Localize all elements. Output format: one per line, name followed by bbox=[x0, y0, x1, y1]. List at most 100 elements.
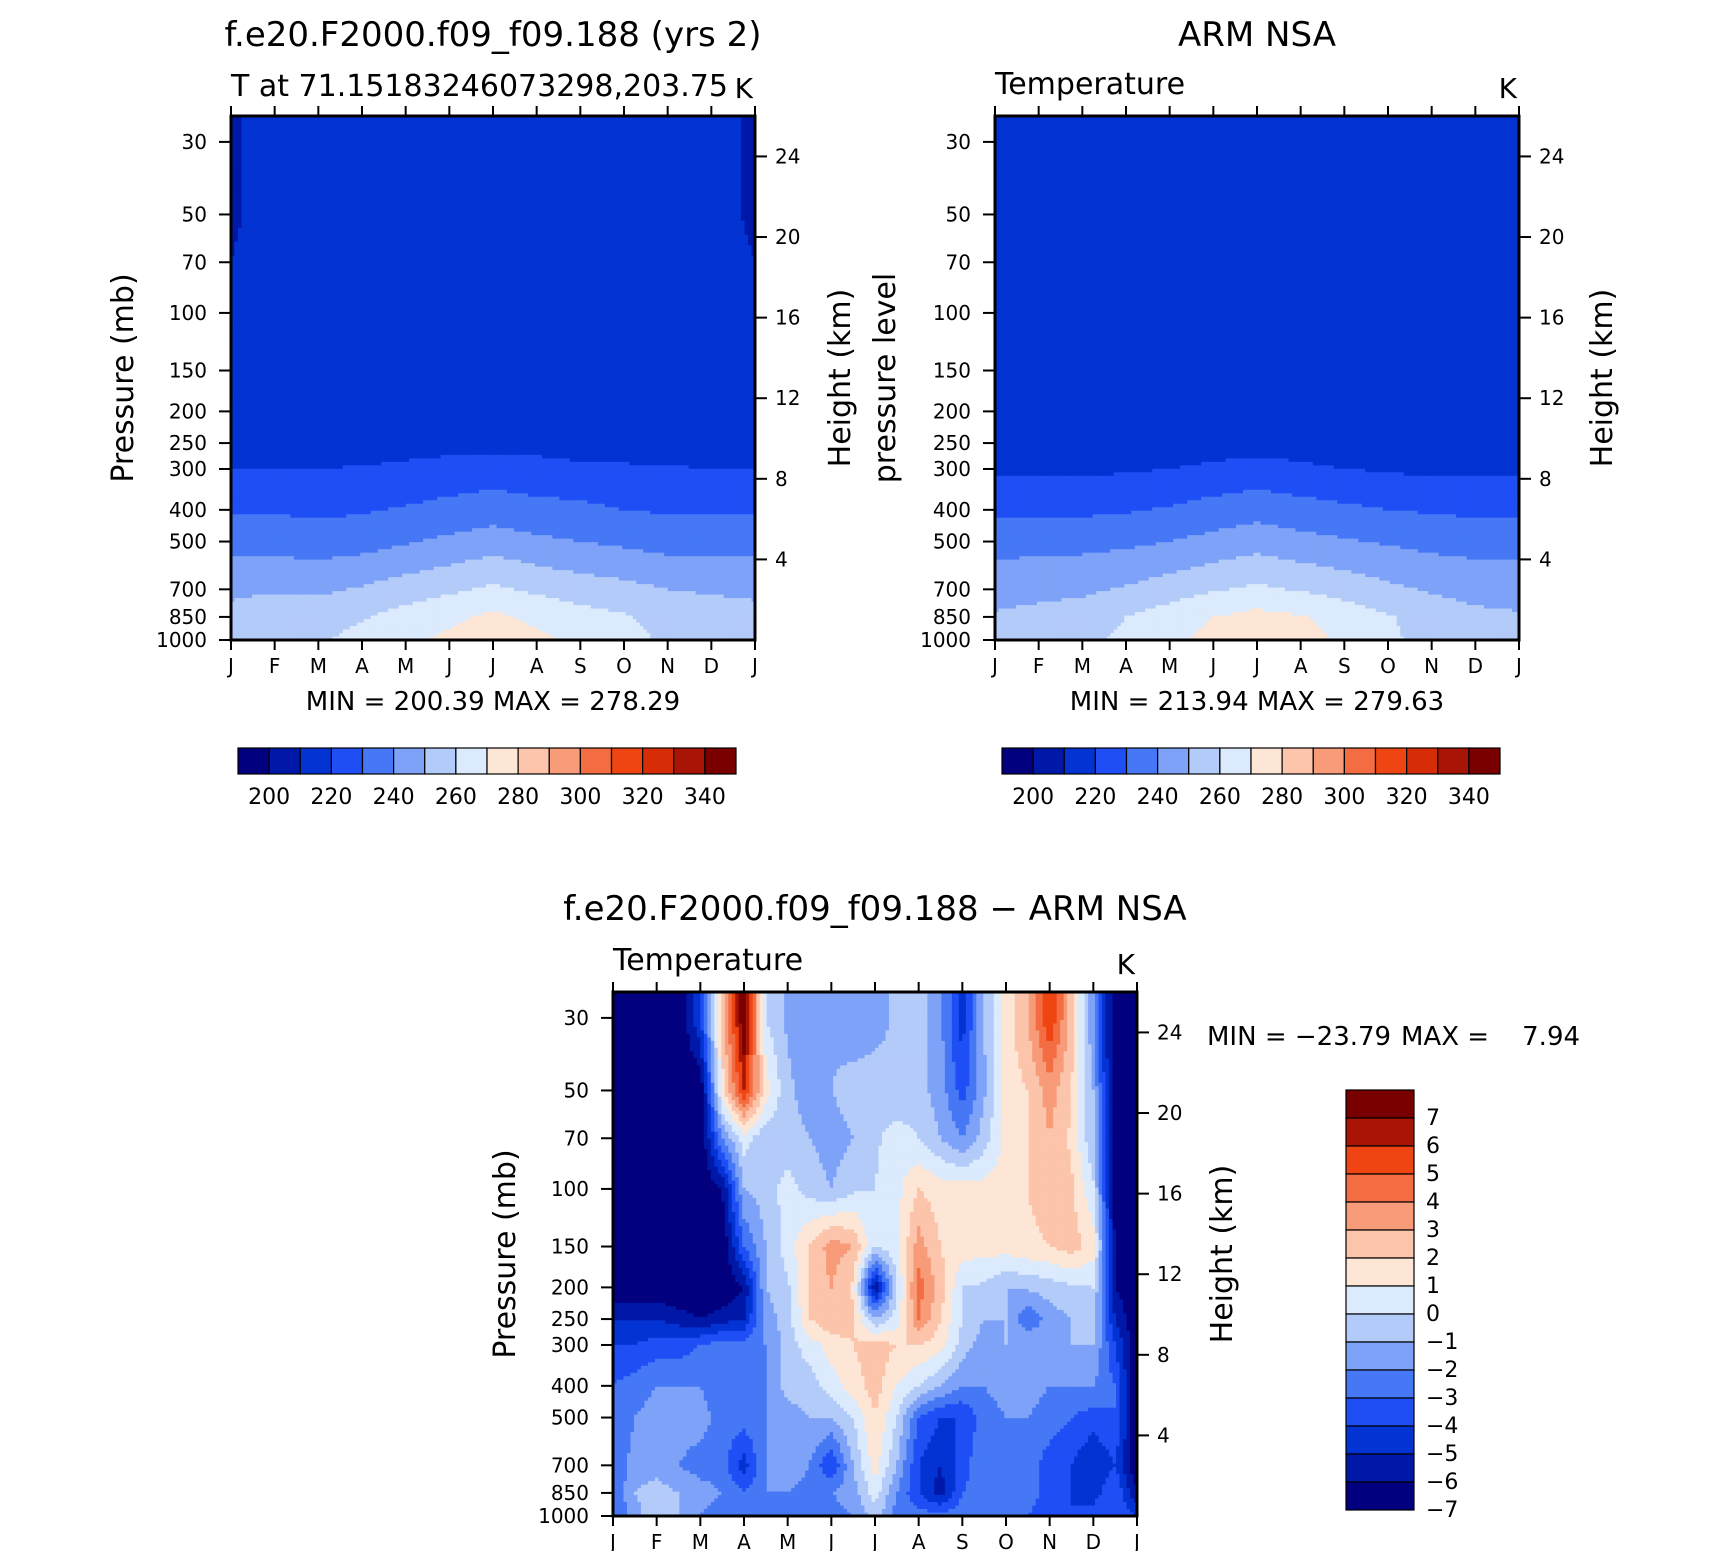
field-cell bbox=[322, 154, 326, 158]
field-cell bbox=[633, 189, 637, 193]
field-cell bbox=[252, 203, 256, 207]
field-cell bbox=[451, 165, 455, 169]
field-cell bbox=[462, 151, 466, 155]
field-cell bbox=[364, 123, 368, 127]
field-cell bbox=[671, 221, 675, 225]
field-cell bbox=[612, 217, 616, 221]
field-cell bbox=[650, 224, 654, 228]
field-cell bbox=[367, 207, 371, 211]
field-cell bbox=[259, 186, 263, 190]
field-cell bbox=[423, 196, 427, 200]
field-cell bbox=[601, 119, 605, 123]
field-cell bbox=[437, 189, 441, 193]
field-cell bbox=[685, 140, 689, 144]
field-cell bbox=[622, 168, 626, 172]
field-cell bbox=[542, 154, 546, 158]
field-cell bbox=[430, 154, 434, 158]
field-cell bbox=[598, 200, 602, 204]
field-cell bbox=[329, 140, 333, 144]
field-cell bbox=[374, 203, 378, 207]
field-cell bbox=[542, 193, 546, 197]
field-cell bbox=[427, 126, 431, 130]
field-cell bbox=[510, 224, 514, 228]
field-cell bbox=[381, 193, 385, 197]
field-cell bbox=[399, 200, 403, 204]
field-cell bbox=[577, 137, 581, 141]
field-cell bbox=[531, 193, 535, 197]
field-cell bbox=[378, 123, 382, 127]
field-cell bbox=[483, 228, 487, 232]
field-cell bbox=[710, 123, 714, 127]
field-cell bbox=[601, 140, 605, 144]
field-cell bbox=[462, 210, 466, 214]
field-cell bbox=[748, 133, 752, 137]
field-cell bbox=[647, 203, 651, 207]
field-cell bbox=[678, 126, 682, 130]
field-cell bbox=[290, 133, 294, 137]
field-cell bbox=[507, 214, 511, 218]
field-cell bbox=[524, 200, 528, 204]
field-cell bbox=[469, 119, 473, 123]
field-cell bbox=[671, 203, 675, 207]
field-cell bbox=[367, 158, 371, 162]
field-cell bbox=[738, 186, 742, 190]
field-cell bbox=[325, 123, 329, 127]
field-cell bbox=[430, 210, 434, 214]
field-cell bbox=[290, 158, 294, 162]
field-cell bbox=[545, 130, 549, 134]
field-cell bbox=[587, 175, 591, 179]
field-cell bbox=[657, 221, 661, 225]
field-cell bbox=[245, 210, 249, 214]
field-cell bbox=[559, 130, 563, 134]
field-cell bbox=[612, 221, 616, 225]
field-cell bbox=[346, 123, 350, 127]
field-cell bbox=[336, 168, 340, 172]
field-cell bbox=[294, 126, 298, 130]
field-cell bbox=[741, 165, 745, 169]
field-cell bbox=[601, 210, 605, 214]
field-cell bbox=[573, 168, 577, 172]
field-cell bbox=[745, 172, 749, 176]
field-cell bbox=[703, 158, 707, 162]
field-cell bbox=[343, 130, 347, 134]
field-cell bbox=[493, 203, 497, 207]
field-cell bbox=[343, 168, 347, 172]
field-cell bbox=[587, 221, 591, 225]
field-cell bbox=[287, 221, 291, 225]
field-cell bbox=[549, 182, 553, 186]
field-cell bbox=[517, 140, 521, 144]
field-cell bbox=[556, 161, 560, 165]
field-cell bbox=[360, 207, 364, 211]
field-cell bbox=[451, 203, 455, 207]
field-cell bbox=[601, 168, 605, 172]
field-cell bbox=[612, 214, 616, 218]
field-cell bbox=[650, 189, 654, 193]
field-cell bbox=[598, 144, 602, 148]
field-cell bbox=[294, 210, 298, 214]
field-cell bbox=[346, 210, 350, 214]
field-cell bbox=[727, 144, 731, 148]
field-cell bbox=[262, 207, 266, 211]
field-cell bbox=[448, 214, 452, 218]
field-cell bbox=[392, 196, 396, 200]
field-cell bbox=[594, 123, 598, 127]
field-cell bbox=[692, 151, 696, 155]
field-cell bbox=[343, 231, 347, 235]
field-cell bbox=[329, 151, 333, 155]
field-cell bbox=[636, 140, 640, 144]
field-cell bbox=[545, 189, 549, 193]
field-cell bbox=[647, 151, 651, 155]
field-cell bbox=[713, 182, 717, 186]
field-cell bbox=[318, 210, 322, 214]
field-cell bbox=[689, 182, 693, 186]
field-cell bbox=[357, 224, 361, 228]
field-cell bbox=[413, 224, 417, 228]
field-cell bbox=[458, 123, 462, 127]
field-cell bbox=[465, 203, 469, 207]
field-cell bbox=[245, 140, 249, 144]
field-cell bbox=[252, 221, 256, 225]
field-cell bbox=[538, 193, 542, 197]
field-cell bbox=[563, 193, 567, 197]
field-cell bbox=[675, 126, 679, 130]
field-cell bbox=[255, 137, 259, 141]
